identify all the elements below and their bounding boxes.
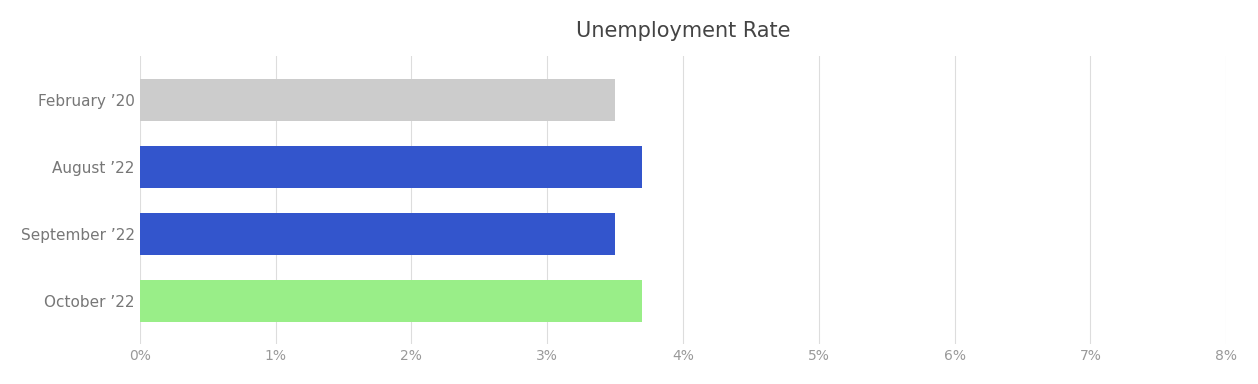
Title: Unemployment Rate: Unemployment Rate [576, 21, 790, 41]
Bar [140, 280, 642, 321]
Bar [140, 79, 615, 121]
Bar [140, 213, 615, 255]
Bar [140, 146, 642, 187]
